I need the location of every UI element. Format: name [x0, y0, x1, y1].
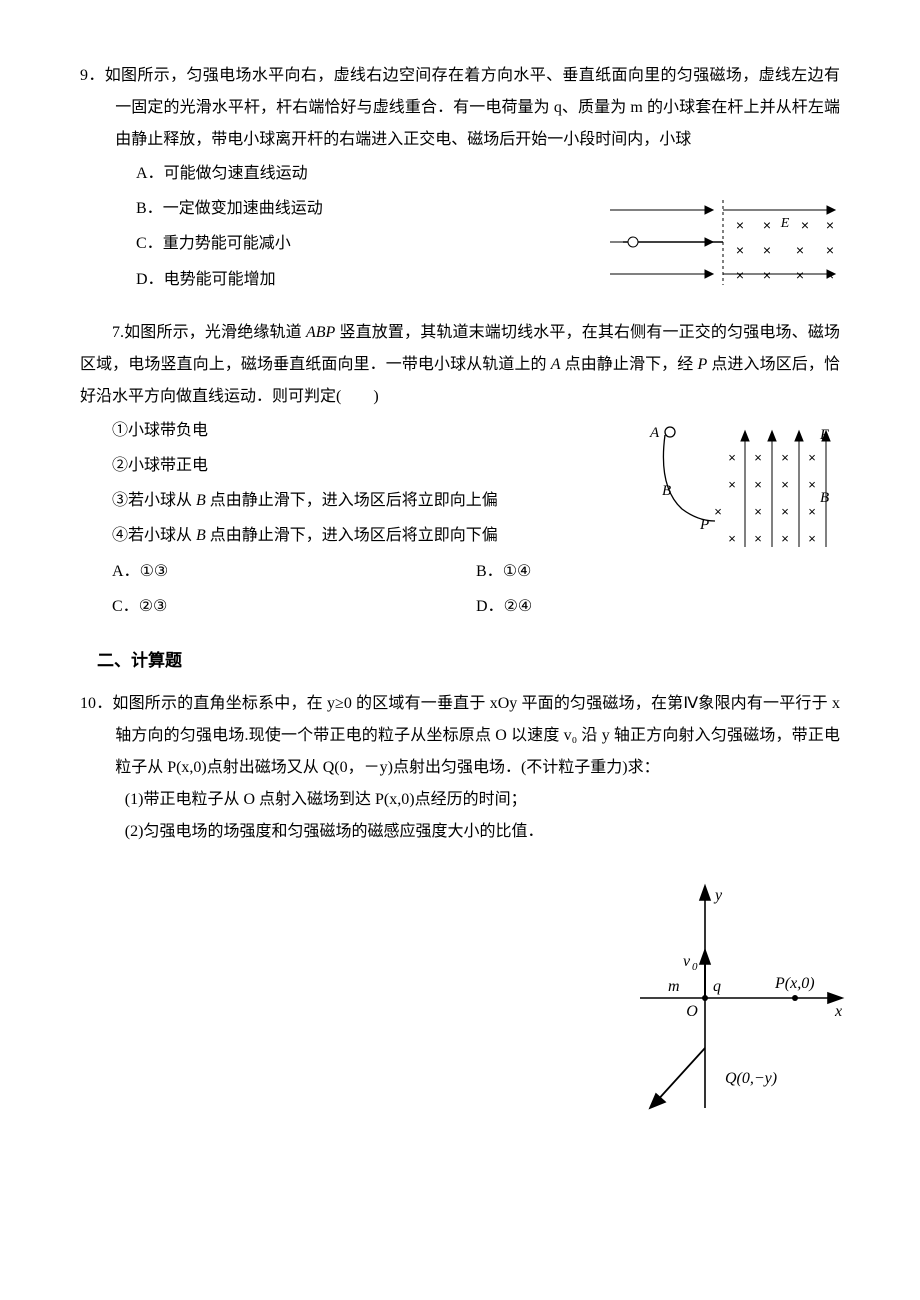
svg-text:×: ×	[754, 504, 762, 519]
problem-10-sub1: (1)带正电粒子从 O 点射入磁场到达 P(x,0)点经历的时间；	[80, 784, 840, 816]
svg-text:×: ×	[808, 450, 816, 465]
problem-10-number: 10．	[80, 695, 112, 712]
svg-text:×: ×	[736, 217, 744, 233]
problem-9-number: 9．	[80, 67, 105, 84]
svg-text:×: ×	[736, 242, 744, 258]
problem-9-figure: × × × × × × × × × × × × E	[605, 195, 840, 302]
svg-text:×: ×	[801, 217, 809, 233]
svg-text:y: y	[713, 887, 723, 904]
problem-10-figure: y x O v0 m q P(x,0) Q(0,−y)	[620, 878, 850, 1140]
svg-text:×: ×	[808, 477, 816, 492]
svg-text:B: B	[820, 490, 829, 506]
svg-text:×: ×	[728, 477, 736, 492]
svg-text:×: ×	[781, 450, 789, 465]
svg-text:×: ×	[728, 450, 736, 465]
problem-7: 7.如图所示，光滑绝缘轨道 ABP 竖直放置，其轨道末端切线水平，在其右侧有一正…	[80, 317, 840, 624]
problem-9: 9．如图所示，匀强电场水平向右，虚线右边空间存在着方向水平、垂直纸面向里的匀强磁…	[80, 60, 840, 297]
svg-text:×: ×	[754, 450, 762, 465]
svg-text:×: ×	[763, 242, 771, 258]
svg-text:×: ×	[826, 217, 834, 233]
svg-text:×: ×	[736, 267, 744, 283]
svg-text:Q(0,−y): Q(0,−y)	[725, 1070, 777, 1087]
svg-text:×: ×	[754, 531, 762, 546]
svg-text:×: ×	[714, 504, 722, 519]
svg-text:×: ×	[781, 477, 789, 492]
svg-text:x: x	[834, 1003, 842, 1020]
section-2-title: 二、计算题	[80, 644, 840, 678]
svg-text:×: ×	[754, 477, 762, 492]
svg-text:E: E	[780, 216, 790, 231]
svg-text:×: ×	[763, 267, 771, 283]
problem-10-stem: 10．如图所示的直角坐标系中，在 y≥0 的区域有一垂直于 xOy 平面的匀强磁…	[80, 688, 840, 784]
svg-text:m: m	[668, 978, 680, 995]
problem-10-sub2: (2)匀强电场的场强度和匀强磁场的磁感应强度大小的比值．	[80, 816, 840, 848]
problem-7-stem: 7.如图所示，光滑绝缘轨道 ABP 竖直放置，其轨道末端切线水平，在其右侧有一正…	[80, 317, 840, 413]
opt-7-a: A．①③	[112, 554, 476, 589]
svg-text:×: ×	[808, 504, 816, 519]
svg-text:B: B	[662, 483, 671, 499]
svg-text:q: q	[713, 978, 721, 995]
svg-text:A: A	[649, 425, 660, 441]
svg-text:×: ×	[781, 504, 789, 519]
problem-7-figure: A B P E B ×××× ×××× ×××× ××××	[620, 417, 850, 569]
svg-text:P(x,0): P(x,0)	[774, 975, 815, 992]
opt-7-c: C．②③	[112, 589, 476, 624]
svg-text:O: O	[686, 1003, 698, 1020]
svg-text:×: ×	[826, 242, 834, 258]
svg-text:×: ×	[796, 267, 804, 283]
svg-text:×: ×	[781, 531, 789, 546]
opt-9-a: A．可能做匀速直线运动	[136, 156, 840, 191]
svg-text:v: v	[683, 953, 691, 970]
svg-text:P: P	[699, 517, 709, 533]
problem-9-stem: 9．如图所示，匀强电场水平向右，虚线右边空间存在着方向水平、垂直纸面向里的匀强磁…	[80, 60, 840, 156]
svg-text:×: ×	[728, 531, 736, 546]
problem-7-number: 7.	[112, 324, 124, 341]
svg-text:×: ×	[826, 267, 834, 283]
problem-10-body: 如图所示的直角坐标系中，在 y≥0 的区域有一垂直于 xOy 平面的匀强磁场，在…	[112, 695, 840, 776]
problem-10: 10．如图所示的直角坐标系中，在 y≥0 的区域有一垂直于 xOy 平面的匀强磁…	[80, 688, 840, 848]
svg-text:0: 0	[692, 961, 698, 973]
svg-text:×: ×	[808, 531, 816, 546]
svg-text:×: ×	[796, 242, 804, 258]
svg-text:×: ×	[763, 217, 771, 233]
opt-7-d: D．②④	[476, 589, 840, 624]
problem-9-body: 如图所示，匀强电场水平向右，虚线右边空间存在着方向水平、垂直纸面向里的匀强磁场，…	[105, 67, 840, 148]
